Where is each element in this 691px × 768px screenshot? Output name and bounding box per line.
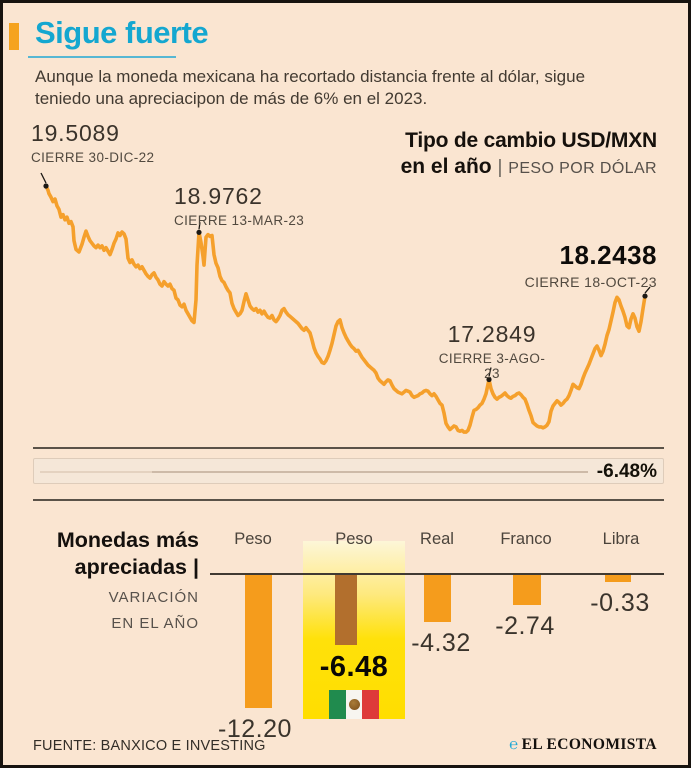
scrubber-track [40,471,588,473]
annotation-pointer [488,367,492,377]
subheading-line-2: EN EL AÑO [111,615,199,632]
flag-eagle-emblem [348,699,360,710]
annotation-close-mar23: 18.9762 CIERRE 13-MAR-23 [174,183,304,228]
annotation-close-dec22: 19.5089 CIERRE 30-DIC-22 [31,120,154,165]
annotation-value: 18.9762 [174,183,263,209]
bar-category-label: Francosuizo [500,530,552,548]
chart-title-main: Tipo de cambio USD/MXN [405,129,657,152]
annotation-point-marker [196,229,202,235]
usdmxn-line-chart [40,172,651,434]
usdmxn-series-line [44,184,647,434]
bar-brasileño [424,575,451,622]
chart-title-separator: | [497,157,503,178]
brand-name: EL ECONOMISTA [521,736,657,753]
annotation-label: CIERRE 30-DIC-22 [31,150,155,165]
brand-logo: ℮ EL ECONOMISTA [509,736,657,754]
bar-chart-axis [210,573,664,575]
subheading-line-1: VARIACIÓN [108,589,199,606]
heading-line-1: Monedas más [56,528,199,552]
annotation-pointer [198,222,201,230]
annotation-label: CIERRE 18-OCT-23 [524,274,657,290]
annotation-value: 18.2438 [559,240,657,270]
subtitle-line-1: Aunque la moneda mexicana ha recortado d… [35,67,586,86]
scrubber-track-highlight [40,471,152,473]
title-underline [28,56,176,58]
chart-title-secondary: en el año | PESO POR DÓLAR [400,155,657,178]
annotation-label: CIERRE 3-AGO-23 [438,351,546,381]
brand-logo-icon: ℮ [509,736,519,753]
page-title: Sigue fuerte [35,15,209,50]
annotation-point-marker [486,376,492,383]
title-bullet-marker [9,23,19,50]
annotation-pointer [40,172,47,184]
bar-value-label: -12.20 [218,715,292,743]
annotation-close-ago23: 17.2849 CIERRE 3-AGO-23 [431,321,553,381]
divider-bottom [33,499,664,501]
subtitle-line-2: teniedo una apreciacipon de más de 6% en… [35,89,428,108]
bar-value-label: -4.32 [411,629,471,657]
annotation-point-marker [642,293,648,299]
page-subtitle: Aunque la moneda mexicana ha recortado d… [35,66,585,110]
bar-category-label: Pesomexicano [335,530,373,548]
annotation-close-oct23: 18.2438 CIERRE 18-OCT-23 [525,240,657,290]
bar-value-label: -6.48 [319,651,389,683]
chart-unit-label: PESO POR DÓLAR [508,160,657,177]
source-credit: FUENTE: BANXICO E INVESTING [33,738,266,754]
change-scrubber-bar: -6.48% [33,458,664,484]
annotation-value: 17.2849 [447,321,537,347]
divider-top [33,447,664,449]
bar-value-label: -2.74 [495,612,555,640]
annotation-label: CIERRE 13-MAR-23 [174,213,305,228]
heading-line-2: apreciadas | [74,555,199,579]
bar-category-label: Realbrasileño [420,530,454,548]
bar-category-label: PesoColombiano [234,530,272,548]
bar-chart-heading: Monedas más apreciadas | VARIACIÓN EN EL… [33,527,199,637]
annotation-point-marker [43,183,49,189]
bar-value-label: -0.33 [590,589,650,617]
annotation-pointer [644,286,651,294]
bar-esterlina [605,575,631,582]
bar-category-label: Libraesterlina [602,530,640,548]
bar-suizo [513,575,541,605]
bar-mexicano [335,575,357,645]
mexico-flag-icon [329,690,380,719]
bar-colombiano [245,575,272,708]
annotation-value: 19.5089 [31,120,120,146]
chart-title: Tipo de cambio USD/MXN en el año | PESO … [400,129,658,179]
year-change-percent: -6.48% [596,461,657,482]
